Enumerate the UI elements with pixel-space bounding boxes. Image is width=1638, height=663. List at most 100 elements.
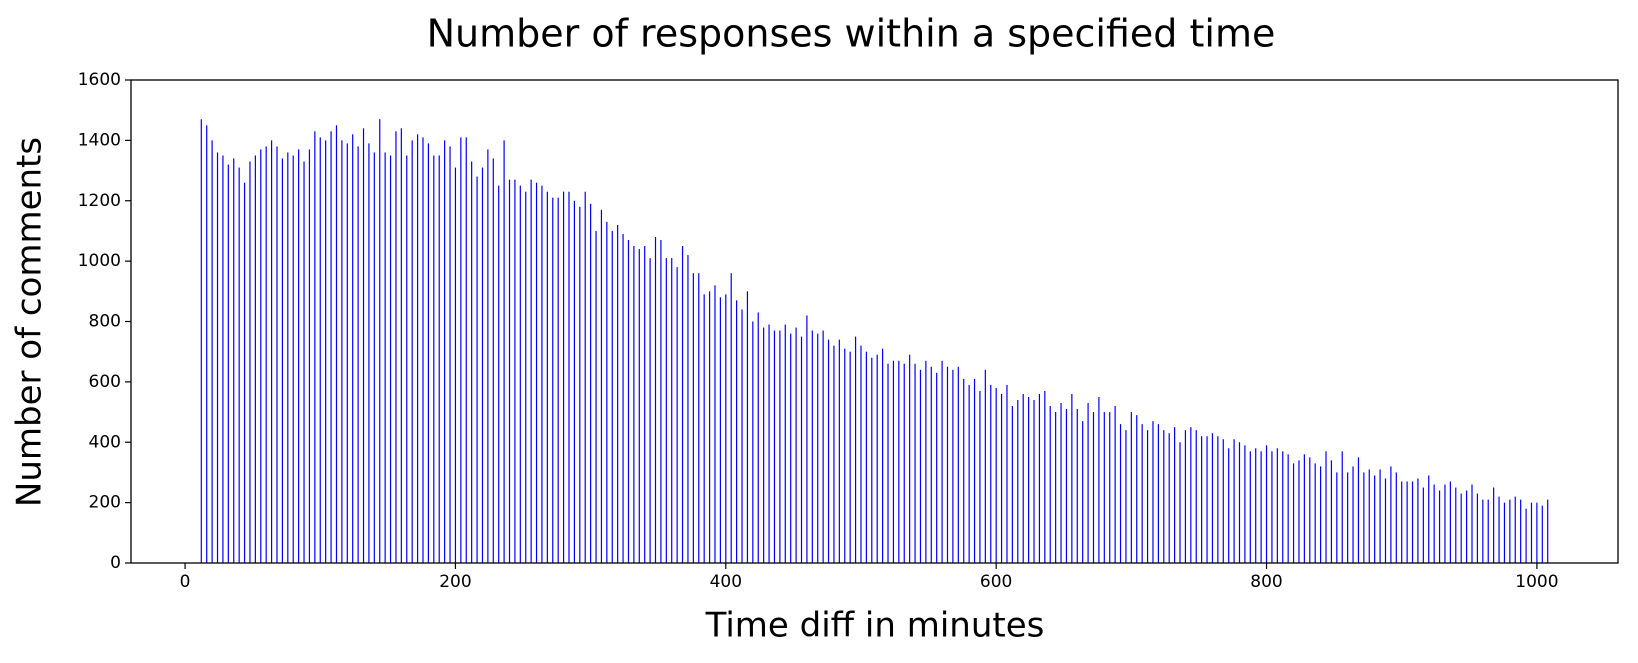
bar: [1530, 502, 1533, 563]
bar: [1379, 469, 1381, 563]
bar: [1547, 499, 1549, 563]
bar: [1417, 478, 1419, 563]
bar: [963, 378, 965, 563]
plot-frame: [130, 79, 1619, 564]
bar: [573, 200, 575, 563]
bar: [800, 336, 803, 563]
bar: [644, 246, 646, 563]
y-axis-label: Number of comments: [10, 137, 50, 507]
bar: [1406, 481, 1408, 563]
bar: [865, 351, 867, 563]
bar: [1065, 409, 1068, 563]
bar: [460, 137, 462, 563]
y-tick-label: 1400: [78, 130, 121, 150]
bar: [1049, 406, 1051, 563]
bar: [822, 330, 824, 563]
bar: [1541, 505, 1543, 563]
bar: [1433, 484, 1435, 563]
bar: [1271, 451, 1273, 563]
bar: [200, 119, 202, 564]
x-tick-label: 0: [180, 572, 191, 592]
bar: [1292, 463, 1295, 563]
bar: [400, 128, 402, 564]
bar: [249, 161, 251, 563]
bar: [471, 161, 473, 563]
bar: [1109, 412, 1111, 563]
bar: [741, 309, 743, 563]
bar: [1357, 457, 1360, 563]
bar: [1520, 499, 1522, 563]
bar: [763, 327, 765, 563]
bar: [617, 224, 619, 563]
bar: [909, 354, 911, 563]
bar: [427, 143, 429, 564]
bar: [660, 239, 662, 563]
bar: [1060, 403, 1062, 563]
bar: [1482, 499, 1484, 563]
bar: [362, 128, 365, 564]
bar: [919, 369, 922, 563]
bar: [1493, 487, 1495, 563]
bar: [514, 179, 516, 563]
bar: [1347, 472, 1349, 563]
bar: [373, 152, 375, 563]
bar: [1444, 484, 1446, 563]
bar: [1336, 472, 1338, 563]
bar: [476, 176, 478, 563]
bar: [752, 321, 754, 563]
bar: [438, 155, 440, 563]
bar: [1309, 457, 1311, 563]
bar: [1363, 472, 1365, 563]
bar: [406, 155, 408, 563]
bar: [433, 155, 435, 563]
bar: [703, 294, 705, 563]
bar: [1303, 454, 1305, 563]
bar: [211, 140, 213, 563]
bar: [1044, 390, 1046, 563]
bar: [487, 149, 489, 563]
bar: [206, 125, 208, 563]
bar: [243, 182, 246, 563]
bar: [330, 131, 332, 563]
bar: [1055, 412, 1057, 563]
bar: [730, 273, 732, 563]
bar: [1422, 487, 1424, 563]
bar: [1130, 412, 1132, 563]
bar: [265, 146, 267, 563]
bar: [687, 255, 689, 563]
bar: [1217, 436, 1219, 563]
bar: [1103, 412, 1105, 563]
bar: [665, 258, 667, 563]
bar: [287, 152, 289, 563]
bar: [1157, 424, 1159, 563]
bar: [1038, 393, 1041, 563]
bar: [968, 384, 970, 563]
bar: [649, 258, 651, 563]
bar: [1071, 393, 1073, 563]
bar: [222, 155, 224, 563]
bar: [1509, 499, 1511, 563]
bar: [757, 312, 759, 563]
bar: [525, 191, 527, 563]
bar: [719, 297, 721, 563]
bar: [319, 137, 321, 563]
bar: [546, 191, 548, 563]
bar: [698, 273, 700, 563]
bar: [1503, 502, 1506, 563]
bar: [871, 357, 873, 563]
bar: [990, 384, 992, 563]
y-tick-label: 400: [89, 432, 121, 452]
bar: [725, 294, 727, 563]
bar: [1320, 466, 1322, 563]
bar: [606, 221, 608, 563]
bar: [498, 185, 500, 563]
bar: [1011, 406, 1013, 563]
bar: [1498, 496, 1500, 563]
bar: [925, 360, 927, 563]
bar: [1033, 399, 1035, 563]
bar: [946, 366, 949, 563]
x-tick-label: 200: [439, 572, 471, 592]
bar: [341, 140, 343, 563]
bar: [395, 131, 397, 563]
bar: [600, 209, 603, 563]
